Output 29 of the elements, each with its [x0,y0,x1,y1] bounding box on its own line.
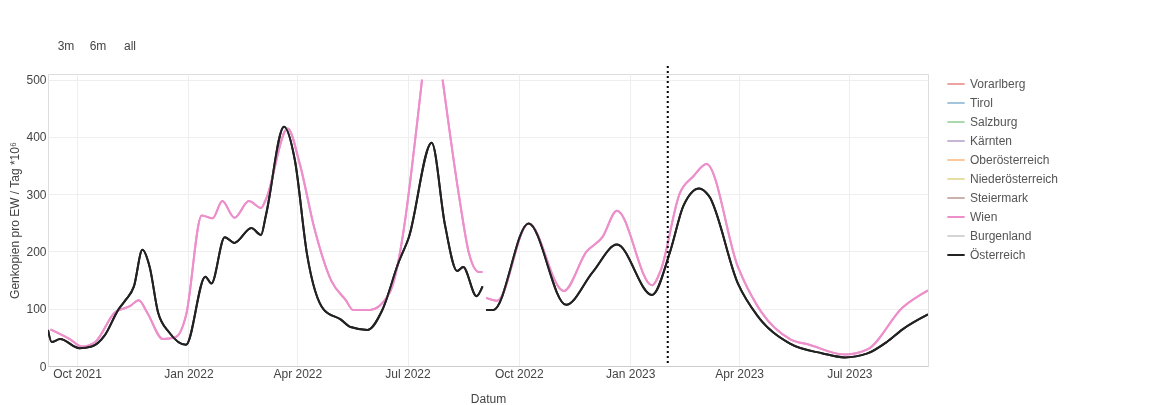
legend-label: Tirol [970,96,993,110]
x-tick-label: Jul 2023 [827,366,873,381]
text: 6m [89,39,107,53]
x-tick-label: Apr 2023 [715,366,765,381]
y-tick-label: 200 [26,244,47,259]
x-tick-label: Apr 2022 [273,366,323,381]
y-tick-label: 0 [39,359,47,374]
x-tick-label: Oct 2022 [495,366,545,381]
legend-label: Burgenland [970,229,1032,243]
legend-label: Salzburg [970,115,1018,129]
y-tick-label: 100 [26,302,47,317]
legend-label: Österreich [970,248,1026,262]
y-axis-title: Genkopien pro EW / Tag *10⁶ [8,142,23,299]
text: 3m [57,39,75,53]
text: all [123,39,137,53]
y-tick-label: 500 [26,73,47,88]
y-tick-label: 300 [26,187,47,202]
x-tick-label: Jan 2022 [164,366,214,381]
x-tick-label: Oct 2021 [53,366,103,381]
legend-label: Steiermark [970,191,1030,205]
legend-label: Oberösterreich [970,153,1050,167]
x-tick-label: Jul 2022 [385,366,432,381]
legend-label: Wien [970,210,998,224]
legend-label: Vorarlberg [970,77,1026,91]
x-tick-label: Jan 2023 [606,366,656,381]
legend-label: Niederösterreich [970,172,1059,186]
legend-label: Kärnten [970,134,1013,148]
x-axis-title: Datum [470,391,507,405]
y-tick-label: 400 [26,130,47,145]
